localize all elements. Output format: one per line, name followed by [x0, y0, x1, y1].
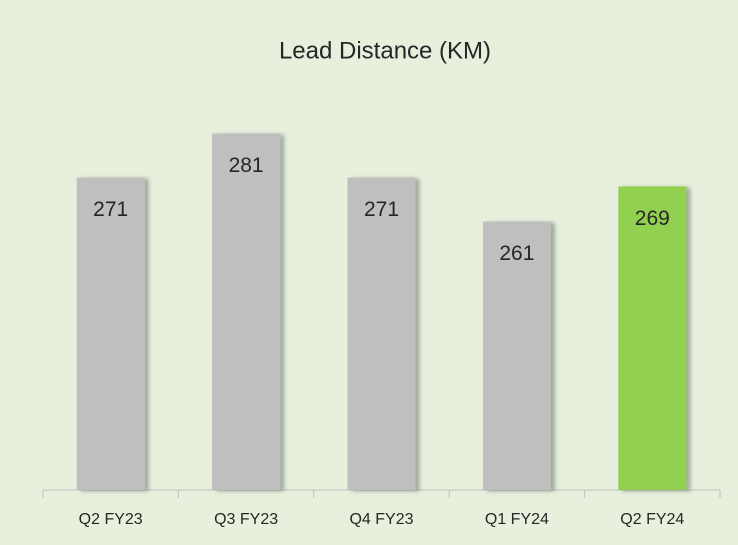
x-tick-label: Q1 FY24 — [485, 511, 549, 528]
data-label: 271 — [364, 198, 399, 221]
chart-title: Lead Distance (KM) — [279, 37, 491, 64]
x-tick-label: Q2 FY23 — [79, 511, 143, 528]
bar — [212, 133, 281, 490]
x-tick-label: Q4 FY23 — [349, 511, 413, 528]
x-tick-label: Q3 FY23 — [214, 511, 278, 528]
data-label: 281 — [229, 154, 264, 177]
data-label: 269 — [635, 207, 670, 230]
data-label: 271 — [93, 198, 128, 221]
data-label: 261 — [499, 242, 534, 265]
bar — [347, 177, 416, 490]
bar — [618, 186, 687, 490]
bar — [76, 177, 145, 490]
bar — [482, 221, 551, 490]
x-tick-label: Q2 FY24 — [620, 511, 684, 528]
